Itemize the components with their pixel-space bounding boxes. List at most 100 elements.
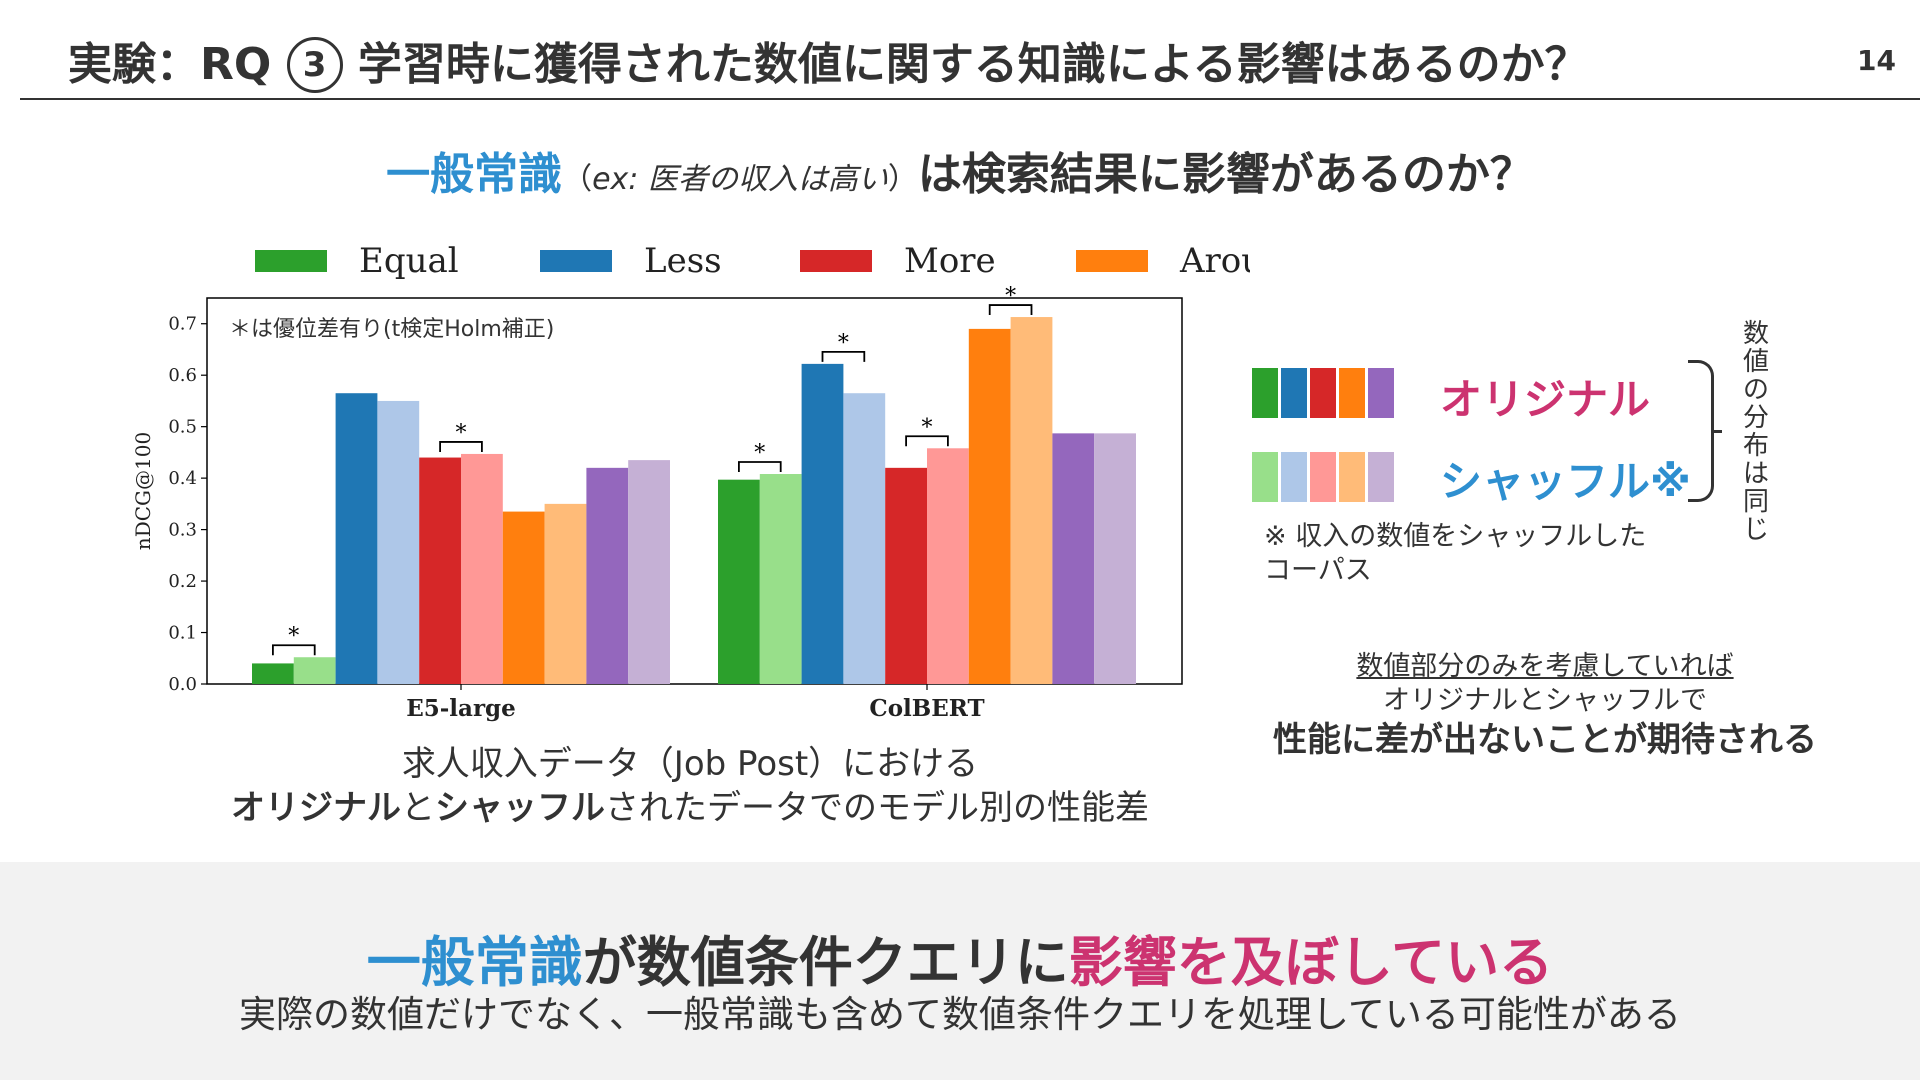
significance-star: * — [922, 415, 933, 440]
conclusion-subtext: 実際の数値だけでなく、一般常識も含めて数値条件クエリを処理している可能性がある — [239, 993, 1681, 1036]
significance-star: * — [288, 624, 299, 649]
significance-note: ＊は優位差有り(t検定Holm補正) — [229, 317, 554, 342]
bar-between-shuffled-0 — [628, 460, 670, 684]
bar-less-original-1 — [801, 363, 844, 684]
swatch-shuffled-less — [1281, 452, 1307, 502]
swatch-shuffled-around — [1339, 452, 1365, 502]
brace — [1688, 360, 1714, 502]
ndcg-bar-chart: 0.0 0.1 0.2 0.3 0.4 0.5 0.6 0.7 nDCG@100 ＊は優位差有り(… — [131, 241, 1250, 722]
bar-around-original-0 — [502, 511, 545, 684]
y-tick-label: 0.6 — [168, 365, 197, 386]
significance-bracket — [272, 644, 316, 656]
bar-less-original-0 — [335, 393, 378, 684]
legend-label-equal: Equal — [359, 241, 459, 281]
paren-open: （ — [562, 162, 593, 197]
swatch-original-around — [1339, 368, 1365, 418]
significance-star: * — [838, 331, 849, 356]
legend-label-more: More — [904, 241, 996, 281]
research-question-highlight: 一般常識 — [386, 149, 563, 200]
bar-equal-shuffled-1 — [759, 474, 802, 684]
bar-between-original-1 — [1052, 433, 1095, 684]
title-divider — [20, 98, 1920, 100]
significance-bracket — [439, 441, 483, 452]
legend-swatch-more — [800, 250, 872, 272]
expectation-line1: 数値部分のみを考慮していれば — [1356, 651, 1734, 682]
shuffle-footnote: ※ 収入の数値をシャッフルした コーパス — [1264, 520, 1646, 588]
shuffle-swatches — [1252, 452, 1397, 502]
brace-tip — [1712, 430, 1722, 433]
swatch-original-equal — [1252, 368, 1278, 418]
caption-shuf: シャッフル — [435, 788, 605, 828]
shuffle-footnote-line1: ※ 収入の数値をシャッフルした — [1264, 521, 1647, 552]
significance-bracket — [821, 350, 866, 362]
y-tick-label: 0.1 — [168, 623, 197, 644]
swatch-original-more — [1310, 368, 1336, 418]
circled-number: 3 — [286, 37, 343, 93]
significance-star: * — [456, 421, 467, 446]
y-tick-label: 0.5 — [168, 417, 197, 438]
bar-equal-shuffled-0 — [293, 657, 336, 684]
y-tick-label: 0.7 — [168, 314, 197, 335]
expectation-line3: 性能に差が出ないことが期待される — [1273, 720, 1817, 760]
caption-rest: されたデータでのモデル別の性能差 — [605, 788, 1149, 828]
legend-swatch-around — [1076, 250, 1148, 272]
x-tick-label: ColBERT — [869, 695, 984, 722]
expectation-note: 数値部分のみを考慮していれば オリジナルとシャッフルで 性能に差が出ないことが期… — [1235, 650, 1855, 762]
page-number: 14 — [1857, 44, 1896, 77]
caption-to: と — [401, 788, 435, 828]
significance-star: * — [1005, 284, 1016, 309]
bar-around-shuffled-1 — [1010, 317, 1053, 684]
bar-around-original-1 — [968, 328, 1011, 684]
significance-bracket — [905, 435, 949, 447]
research-question-rest: は検索結果に影響があるのか？ — [917, 149, 1534, 200]
research-question: 一般常識（ex: 医者の収入は高い）は検索結果に影響があるのか？ — [0, 138, 1920, 202]
shuffle-label: シャッフル※ — [1440, 457, 1691, 506]
legend-swatch-less — [540, 250, 612, 272]
caption-line2: オリジナルとシャッフルされたデータでのモデル別の性能差 — [120, 786, 1260, 830]
expectation-line2: オリジナルとシャッフルで — [1383, 685, 1707, 716]
swatch-original-between — [1368, 368, 1394, 418]
bar-equal-original-0 — [252, 663, 294, 684]
legend-swatch-equal — [255, 250, 327, 272]
significance-star: * — [754, 441, 765, 466]
conclusion-headline: 一般常識が数値条件クエリに影響を及ぼしている — [0, 918, 1920, 997]
research-question-example: ex: 医者の収入は高い — [592, 162, 888, 197]
conclusion-highlight: 一般常識 — [366, 931, 583, 994]
conclusion-mid: が数値条件クエリに — [582, 931, 1069, 994]
original-label: オリジナル — [1440, 375, 1651, 424]
swatch-shuffled-more — [1310, 452, 1336, 502]
paren-close: ） — [887, 162, 918, 197]
bar-less-shuffled-1 — [843, 393, 886, 684]
same-distribution-note: 数値の分布は同じ — [1742, 319, 1769, 545]
swatch-shuffled-equal — [1252, 452, 1278, 502]
slide-title-pre: 実験：RQ — [68, 39, 287, 90]
swatch-shuffled-between — [1368, 452, 1394, 502]
bar-more-original-0 — [419, 457, 461, 684]
bar-between-shuffled-1 — [1094, 433, 1136, 684]
bar-more-shuffled-0 — [461, 453, 503, 684]
conclusion-pink: 影響を及ぼしている — [1068, 931, 1554, 994]
bar-equal-original-1 — [718, 479, 760, 684]
shuffle-footnote-line2: コーパス — [1264, 555, 1372, 586]
caption-line1: 求人収入データ（Job Post）における — [401, 744, 979, 784]
caption-orig: オリジナル — [231, 788, 401, 828]
original-swatches — [1252, 368, 1397, 418]
bar-between-original-0 — [586, 467, 629, 684]
bar-more-original-1 — [885, 467, 927, 684]
slide-title: 実験：RQ 3 学習時に獲得された数値に関する知識による影響はあるのか？ — [68, 28, 1589, 93]
swatch-original-less — [1281, 368, 1307, 418]
y-tick-label: 0.2 — [168, 571, 197, 592]
y-tick-label: 0.3 — [168, 520, 197, 541]
bar-less-shuffled-0 — [377, 400, 420, 684]
significance-bracket — [988, 304, 1033, 316]
y-tick-label: 0.0 — [168, 674, 197, 695]
x-tick-label: E5-large — [406, 695, 516, 722]
conclusion-band — [0, 862, 1920, 1080]
legend-label-around: Around — [1179, 241, 1250, 281]
legend-label-less: Less — [644, 241, 722, 281]
bar-more-shuffled-1 — [927, 448, 969, 684]
slide-title-post: 学習時に獲得された数値に関する知識による影響はあるのか？ — [342, 39, 1589, 90]
chart-caption: 求人収入データ（Job Post）における オリジナルとシャッフルされたデータで… — [120, 742, 1260, 830]
bar-around-shuffled-0 — [544, 503, 587, 684]
y-tick-label: 0.4 — [168, 468, 197, 489]
